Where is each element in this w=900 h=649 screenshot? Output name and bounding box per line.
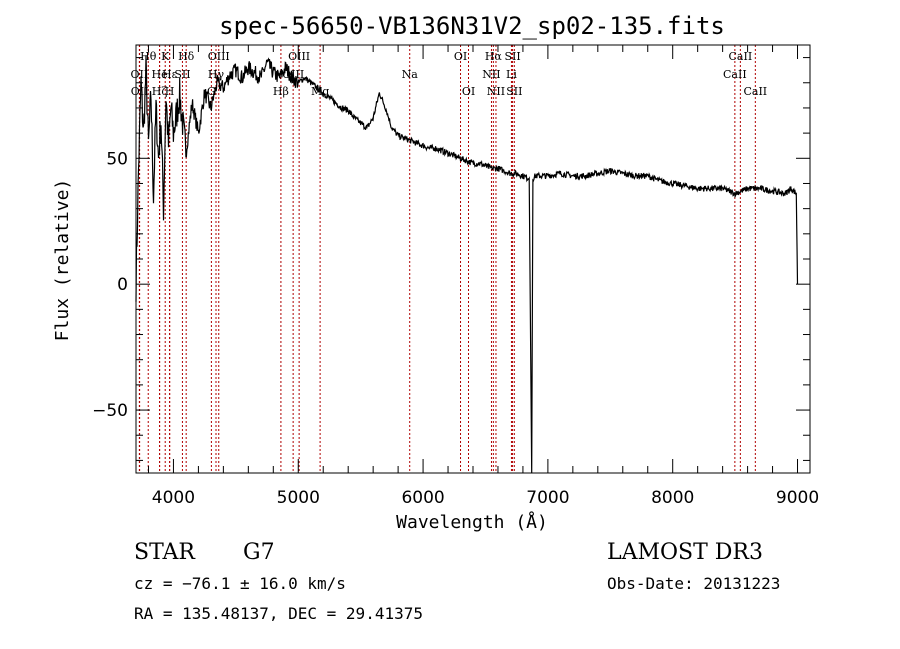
sky-coordinates: RA = 135.48137, DEC = 29.41375 — [134, 604, 423, 623]
line-label-9: Hδ — [178, 50, 195, 63]
line-label-2: OII — [131, 85, 149, 98]
axis-ticks: 4000 5000 6000 7000 8000 9000 −50 0 50 — [92, 45, 819, 508]
observation-date: Obs-Date: 20131223 — [607, 574, 781, 593]
line-label-22: NII — [487, 85, 505, 98]
spectral-line-markers — [138, 45, 756, 473]
line-label-13: Hβ — [273, 85, 289, 98]
line-label-7: Hζ — [152, 85, 168, 98]
line-label-25: SII — [506, 85, 522, 98]
line-label-3: He — [152, 68, 168, 81]
y-tick-label-1: 0 — [117, 275, 128, 295]
line-label-5: H — [165, 85, 175, 98]
x-tick-label-2: 6000 — [401, 488, 444, 508]
line-label-26: CaII — [729, 50, 753, 63]
line-label-11: Hγ — [208, 68, 225, 81]
y-tick-label-0: −50 — [92, 401, 128, 421]
line-label-27: CaII — [723, 68, 747, 81]
y-axis-label: Flux (relative) — [52, 179, 73, 342]
x-tick-label-4: 8000 — [651, 488, 694, 508]
line-label-4: K — [161, 50, 170, 63]
line-label-8: SII — [174, 68, 190, 81]
x-tick-label-3: 7000 — [526, 488, 569, 508]
flux-series-line — [135, 55, 799, 474]
line-label-21: NII — [482, 68, 500, 81]
line-label-15: OIII — [288, 50, 310, 63]
chart-title: spec-56650-VB136N31V2_sp02-135.fits — [219, 12, 725, 40]
line-label-6: Hε — [162, 68, 178, 81]
line-label-10: OIII — [208, 50, 230, 63]
line-label-1: OII — [131, 68, 149, 81]
line-label-24: Li — [506, 68, 517, 81]
x-tick-label-5: 9000 — [776, 488, 819, 508]
line-label-17: Na — [402, 68, 419, 81]
y-tick-label-2: 50 — [106, 149, 128, 169]
redshift-velocity: cz = −76.1 ± 16.0 km/s — [134, 574, 346, 593]
line-label-19: OI — [462, 85, 475, 98]
line-label-18: OI — [454, 50, 467, 63]
plot-frame — [135, 44, 811, 474]
survey-name: LAMOST DR3 — [607, 540, 763, 565]
object-subclass: G7 — [243, 540, 275, 565]
x-axis-label: Wavelength (Å) — [396, 511, 548, 533]
object-class: STAR — [134, 540, 195, 565]
line-label-0: Hθ — [140, 50, 157, 63]
line-label-28: CaII — [743, 85, 767, 98]
line-label-23: SII — [504, 50, 520, 63]
line-label-12: G — [207, 85, 216, 98]
line-label-20: Hα — [485, 50, 503, 63]
x-tick-label-0: 4000 — [152, 488, 195, 508]
x-tick-label-1: 5000 — [277, 488, 320, 508]
